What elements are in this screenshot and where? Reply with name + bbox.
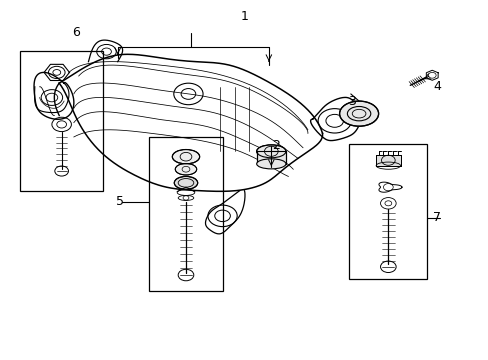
- Text: 2: 2: [272, 139, 280, 152]
- Ellipse shape: [339, 101, 378, 126]
- Bar: [149, 137, 222, 291]
- Text: 1: 1: [240, 10, 248, 23]
- Bar: [20, 51, 103, 191]
- Bar: [375, 155, 400, 166]
- Ellipse shape: [174, 176, 197, 189]
- Bar: [256, 151, 285, 164]
- Bar: [348, 144, 427, 279]
- Text: 7: 7: [432, 211, 440, 224]
- Text: 6: 6: [72, 27, 80, 40]
- Ellipse shape: [256, 145, 285, 158]
- Ellipse shape: [175, 163, 196, 175]
- Ellipse shape: [256, 159, 285, 169]
- Text: 4: 4: [432, 80, 440, 93]
- Text: 3: 3: [347, 95, 355, 108]
- Ellipse shape: [172, 149, 199, 164]
- Text: 5: 5: [116, 195, 124, 208]
- Bar: [375, 155, 400, 166]
